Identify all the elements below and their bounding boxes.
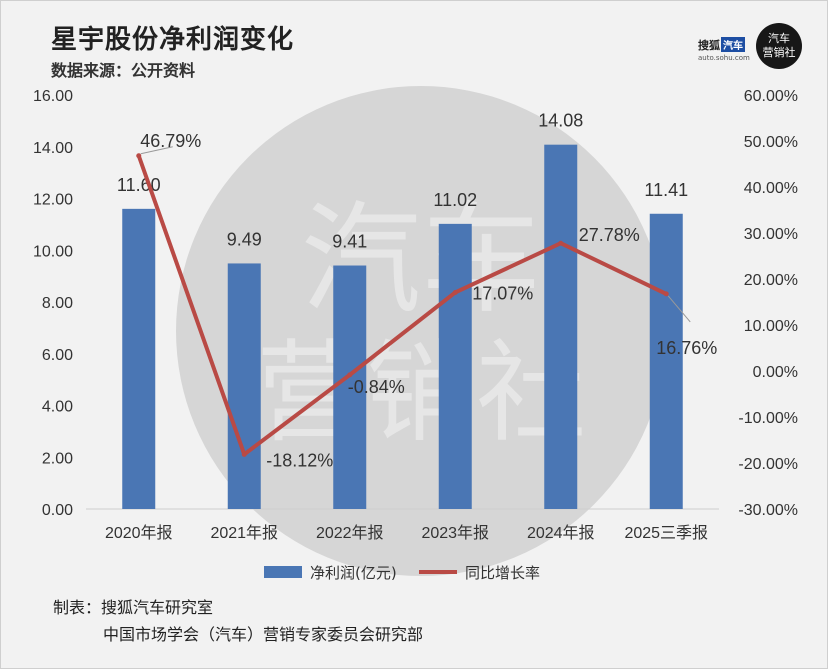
left-axis-tick-label: 2.00 — [42, 450, 73, 467]
growth-point — [136, 153, 142, 159]
right-axis-tick-label: -30.00% — [738, 502, 798, 519]
left-axis-tick-label: 4.00 — [42, 399, 73, 416]
category-label: 2025三季报 — [624, 524, 708, 542]
footer-org: 中国市场学会（汽车）营销专家委员会研究部 — [103, 625, 424, 644]
sohu-auto-logo: 搜狐 汽车 auto.sohu.com — [698, 37, 756, 67]
left-axis-tick-label: 12.00 — [33, 192, 73, 209]
right-axis-tick-label: 60.00% — [744, 88, 798, 105]
growth-value-label: 16.76% — [656, 338, 717, 358]
category-label: 2020年报 — [105, 524, 173, 542]
category-label: 2024年报 — [527, 524, 595, 542]
category-label: 2023年报 — [421, 524, 489, 542]
left-axis-tick-label: 10.00 — [33, 243, 73, 260]
growth-value-label: -0.84% — [348, 377, 405, 397]
category-label: 2021年报 — [210, 524, 278, 542]
growth-value-label: 46.79% — [140, 131, 201, 151]
right-axis: -30.00% -20.00% -10.00% 0.00% 10.00% 20.00% 30… — [738, 88, 798, 519]
sohu-logo-url: auto.sohu.com — [698, 54, 750, 62]
left-axis-tick-label: 8.00 — [42, 295, 73, 312]
bar — [227, 263, 261, 509]
bar-series — [122, 144, 683, 510]
watermark-text-line2: 营销社 — [256, 329, 586, 457]
line-series — [136, 153, 669, 457]
leader-line — [140, 146, 173, 155]
sohu-logo-text: 搜狐 — [698, 39, 720, 52]
bar — [649, 213, 683, 510]
growth-point — [663, 291, 669, 297]
right-axis-tick-label: 30.00% — [744, 226, 798, 243]
chart-title: 星宇股份净利润变化 — [51, 25, 295, 55]
line-labels: 46.79% -18.12% -0.84% 17.07% 27.78% 16.76% — [140, 131, 717, 471]
growth-value-label: 17.07% — [472, 283, 533, 303]
bar-labels: 11.60 9.49 9.41 11.02 14.08 11.41 — [117, 111, 688, 252]
legend-line-label: 同比增长率 — [465, 564, 540, 582]
legend: 净利润(亿元) 同比增长率 — [264, 564, 540, 582]
label-leader-lines — [140, 146, 691, 323]
growth-point — [452, 289, 458, 295]
growth-value-label: -18.12% — [266, 450, 333, 470]
right-axis-tick-label: 40.00% — [744, 180, 798, 197]
right-axis-tick-label: -10.00% — [738, 410, 798, 427]
legend-bar-label: 净利润(亿元) — [310, 564, 397, 582]
category-labels: 2020年报 2021年报 2022年报 2023年报 2024年报 2025三季报 — [105, 524, 708, 542]
right-axis-tick-label: 0.00% — [753, 364, 798, 381]
leader-line — [667, 295, 691, 323]
bar — [333, 265, 367, 509]
right-axis-tick-label: 20.00% — [744, 272, 798, 289]
right-axis-tick-label: 10.00% — [744, 318, 798, 335]
left-axis-tick-label: 14.00 — [33, 140, 73, 157]
growth-line — [136, 155, 668, 457]
growth-point — [241, 451, 247, 457]
bar-value-label: 11.02 — [433, 190, 477, 210]
bar-value-label: 14.08 — [538, 111, 583, 131]
bar-value-label: 9.49 — [227, 229, 262, 249]
category-label: 2022年报 — [316, 524, 384, 542]
left-axis: 0.00 2.00 4.00 6.00 8.00 10.00 12.00 14.00 16.00 — [33, 88, 73, 519]
left-axis-tick-label: 16.00 — [33, 88, 73, 105]
watermark-circle — [176, 86, 666, 576]
sohu-logo-tag: 汽车 — [721, 37, 745, 52]
logo-circle-line1: 汽车 — [768, 32, 790, 45]
bar — [438, 223, 472, 510]
left-axis-tick-label: 0.00 — [42, 502, 73, 519]
data-source-label: 数据来源：公开资料 — [51, 61, 196, 80]
growth-value-label: 27.78% — [579, 225, 640, 245]
footer-credit: 制表：搜狐汽车研究室 — [53, 598, 214, 617]
growth-point — [558, 240, 564, 246]
bar-value-label: 9.41 — [332, 232, 367, 252]
right-axis-tick-label: 50.00% — [744, 134, 798, 151]
right-axis-tick-label: -20.00% — [738, 456, 798, 473]
qiche-yingxiaoshe-logo: 汽车 营销社 — [756, 23, 802, 69]
combo-chart: 汽车 营销社 0.002.004.006.008.0010.0012.0014.… — [33, 86, 798, 582]
bar-value-label: 11.60 — [117, 175, 161, 195]
logo-circle-line2: 营销社 — [762, 46, 796, 59]
bar — [122, 208, 156, 509]
bar-value-label: 11.41 — [644, 180, 688, 200]
bar — [544, 144, 578, 509]
legend-bar-swatch — [264, 566, 302, 578]
left-axis-tick-label: 6.00 — [42, 347, 73, 364]
growth-point — [347, 372, 353, 378]
